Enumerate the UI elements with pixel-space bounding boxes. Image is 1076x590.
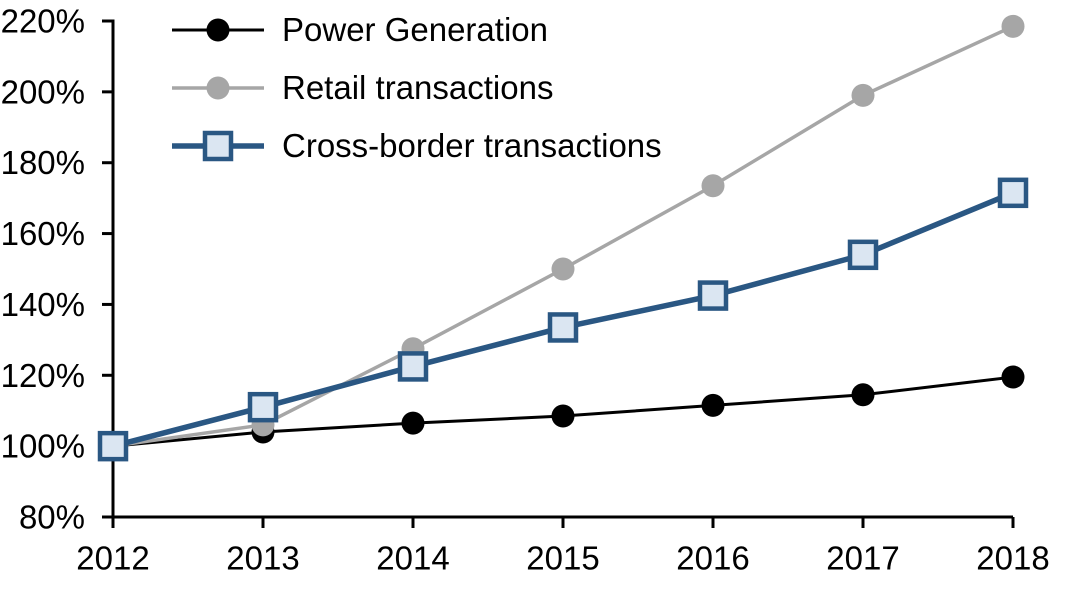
y-axis-label: 80% bbox=[19, 499, 85, 536]
x-axis-label: 2018 bbox=[976, 540, 1049, 577]
x-axis-label: 2017 bbox=[826, 540, 899, 577]
x-axis-label: 2014 bbox=[376, 540, 449, 577]
data-point-marker bbox=[551, 404, 575, 428]
data-point-marker bbox=[547, 312, 579, 343]
power-generation-line-marker-icon bbox=[172, 18, 264, 42]
legend-item-power-generation: Power Generation bbox=[172, 13, 662, 47]
legend-item-cross-border-transactions: Cross-border transactions bbox=[172, 129, 662, 163]
legend-label: Cross-border transactions bbox=[282, 127, 662, 164]
y-axis-label: 200% bbox=[1, 73, 85, 110]
data-point-marker bbox=[401, 411, 425, 435]
data-point-marker bbox=[851, 83, 875, 107]
x-axis-label: 2013 bbox=[226, 540, 299, 577]
legend-marker-sample bbox=[206, 76, 230, 100]
legend-marker-sample bbox=[202, 130, 234, 162]
data-point-marker bbox=[701, 174, 725, 198]
data-point-marker bbox=[551, 257, 575, 281]
y-axis-label: 160% bbox=[1, 215, 85, 252]
data-point-marker bbox=[851, 383, 875, 407]
data-point-marker bbox=[97, 430, 129, 462]
legend-label: Power Generation bbox=[282, 11, 548, 48]
y-axis-label: 140% bbox=[1, 286, 85, 323]
legend-marker-sample bbox=[206, 18, 230, 42]
cross-border-transactions-line-marker-icon bbox=[172, 130, 264, 162]
y-axis-label: 180% bbox=[1, 144, 85, 181]
legend-item-retail-transactions: Retail transactions bbox=[172, 71, 662, 105]
legend-label: Retail transactions bbox=[282, 69, 554, 106]
data-point-marker bbox=[697, 280, 729, 311]
y-axis-label: 220% bbox=[1, 3, 85, 40]
data-point-marker bbox=[397, 351, 429, 382]
data-point-marker bbox=[1001, 14, 1025, 38]
x-axis-label: 2016 bbox=[676, 540, 749, 577]
data-point-marker bbox=[997, 177, 1029, 209]
data-point-marker bbox=[847, 239, 879, 271]
data-point-marker bbox=[701, 393, 725, 417]
chart-legend: Power Generation Retail transactions Cro… bbox=[172, 13, 662, 163]
data-point-marker bbox=[1001, 365, 1025, 389]
retail-transactions-line-marker-icon bbox=[172, 76, 264, 100]
y-axis-label: 120% bbox=[1, 357, 85, 394]
x-axis-label: 2012 bbox=[76, 540, 149, 577]
x-axis-label: 2015 bbox=[526, 540, 599, 577]
data-point-marker bbox=[247, 391, 279, 423]
y-axis-label: 100% bbox=[1, 428, 85, 465]
